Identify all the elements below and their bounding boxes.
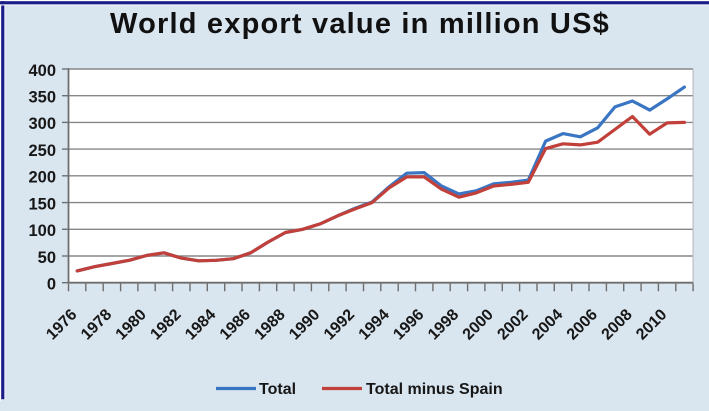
svg-text:Total: Total bbox=[259, 381, 296, 398]
svg-text:300: 300 bbox=[28, 115, 56, 133]
svg-text:World export value in million: World export value in million US$ bbox=[110, 8, 610, 40]
svg-text:250: 250 bbox=[28, 142, 56, 160]
svg-text:200: 200 bbox=[28, 169, 56, 187]
svg-text:Total minus Spain: Total minus Spain bbox=[366, 381, 503, 398]
svg-text:150: 150 bbox=[28, 195, 56, 213]
svg-text:350: 350 bbox=[28, 89, 56, 107]
svg-text:100: 100 bbox=[28, 222, 56, 240]
svg-text:400: 400 bbox=[28, 62, 56, 80]
svg-text:0: 0 bbox=[47, 276, 56, 294]
svg-text:50: 50 bbox=[38, 249, 56, 267]
